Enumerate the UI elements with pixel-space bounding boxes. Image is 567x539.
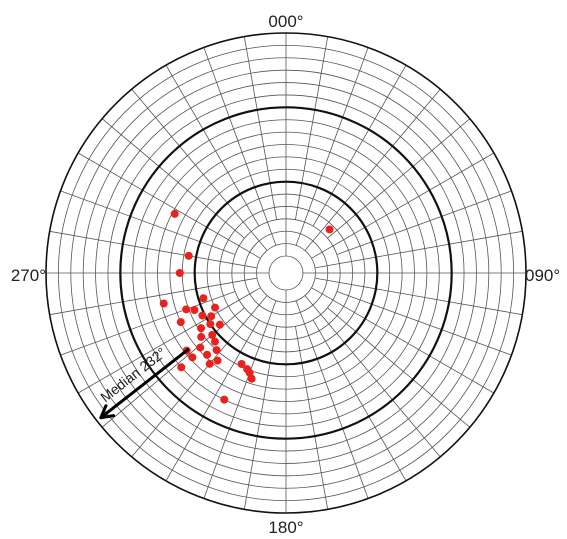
direction-label-north: 000° [268,12,303,31]
data-point [216,321,224,329]
grid-spoke [305,296,440,457]
data-point [206,360,214,368]
grid-spoke [50,278,257,315]
data-point [182,305,190,313]
data-point [197,333,205,341]
data-point [188,353,196,361]
grid-spoke [327,119,469,238]
grid-ring-center [269,256,303,290]
data-point [248,375,256,383]
grid-spoke [295,326,327,509]
grid-spoke [305,89,440,250]
data-point [190,306,198,314]
grid-spoke [244,37,276,220]
data-point [176,269,184,277]
grid-spoke [132,89,267,250]
direction-label-south: 180° [268,518,303,537]
data-point [177,318,185,326]
grid-spoke [311,288,493,393]
direction-label-east: 090° [525,266,560,285]
data-point [207,312,215,320]
data-point [203,351,211,359]
polar-grid [46,33,526,513]
data-point [206,320,214,328]
data-point [211,338,219,346]
grid-spoke [295,37,327,220]
data-point [220,396,228,404]
grid-spoke [78,288,260,393]
grid-spoke [327,308,469,427]
data-point [211,304,219,312]
data-point [214,357,222,365]
data-point [198,312,206,320]
data-point [171,210,179,218]
grid-spoke [102,119,244,238]
data-point [197,324,205,332]
direction-label-west: 270° [11,266,46,285]
grid-spoke [311,153,493,258]
data-point [177,363,185,371]
data-point [160,299,168,307]
data-point [185,252,193,260]
grid-spoke [315,231,522,268]
grid-spoke [244,326,276,509]
data-point [213,346,221,354]
grid-spoke [78,153,260,258]
grid-spoke [50,231,257,268]
grid-spoke [315,278,522,315]
data-point [326,225,334,233]
data-point [199,294,207,302]
data-point [196,344,204,352]
